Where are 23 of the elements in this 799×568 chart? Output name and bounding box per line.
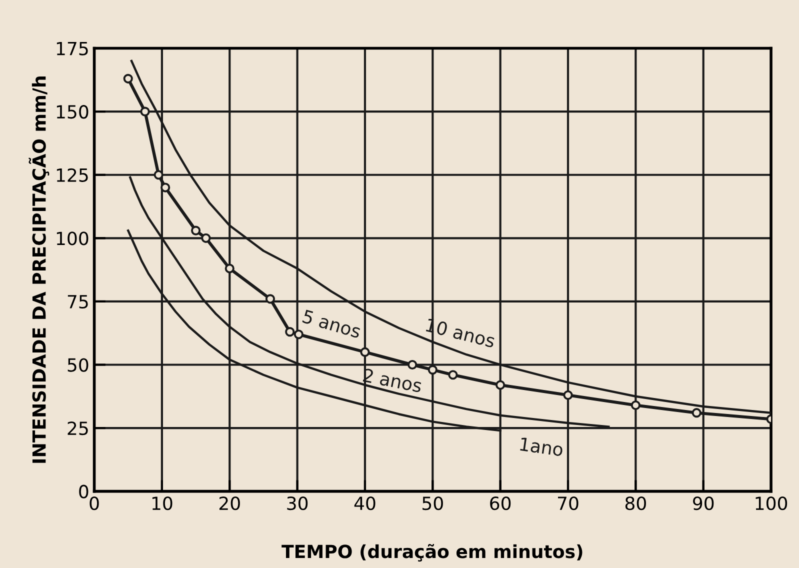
y-tick-label: 100: [56, 232, 88, 246]
x-tick-label: 50: [422, 496, 443, 510]
x-tick-label: 10: [152, 496, 172, 510]
text: 5 anos: [302, 310, 362, 338]
x-tick-label: 90: [693, 496, 714, 510]
y-tick-label: 125: [56, 168, 88, 182]
x-tick-label: 80: [625, 496, 646, 510]
x-tick-label: 0: [90, 496, 99, 510]
y-axis-title: INTENSIDADE DA PRECIPITAÇÃO mm/h: [28, 76, 50, 463]
y-tick-label: 175: [56, 42, 88, 56]
y-tick-label: 25: [68, 421, 88, 436]
x-tick-label: 40: [354, 496, 376, 510]
x-tick-label: 20: [219, 496, 240, 510]
text: 1ano: [520, 437, 564, 456]
y-tick-label: 50: [68, 358, 88, 372]
x-tick-label: 100: [756, 496, 788, 510]
y-tick-label: 150: [56, 105, 88, 119]
x-axis-title: TEMPO (duração em minutos): [282, 544, 582, 562]
y-tick-label: 75: [68, 295, 88, 309]
x-tick-label: 30: [287, 496, 308, 510]
y-tick-label: 0: [79, 484, 88, 498]
x-tick-label: 70: [558, 496, 578, 510]
x-tick-label: 60: [490, 496, 511, 510]
